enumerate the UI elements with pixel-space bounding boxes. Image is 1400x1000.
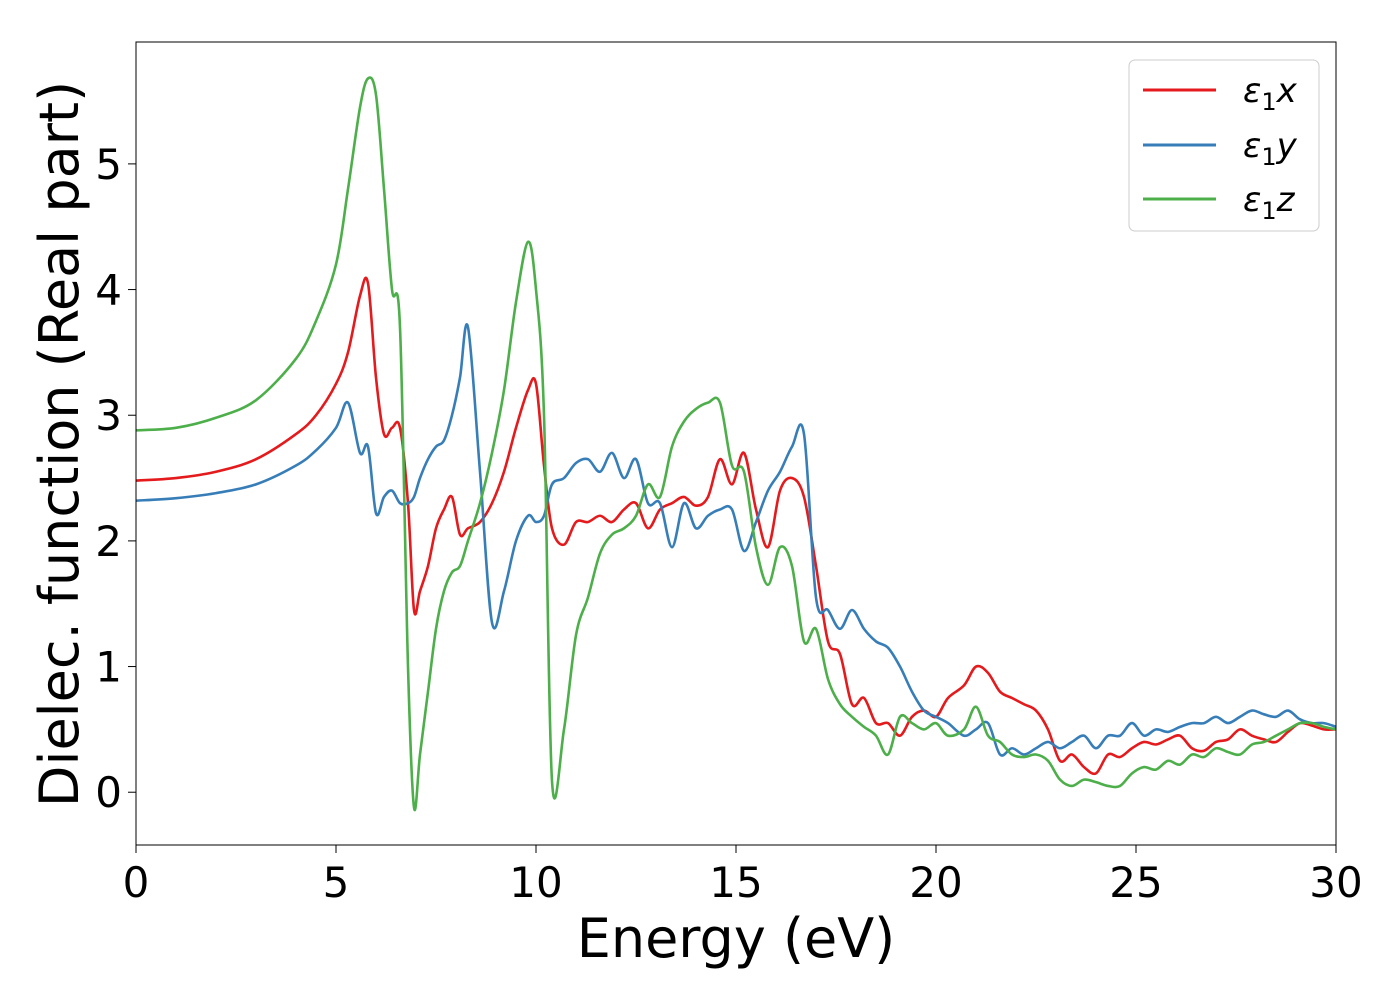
legend: ε1x ε1y ε1z — [1128, 59, 1320, 232]
x-tick-label: 20 — [909, 858, 962, 907]
legend-item-z: ε1z — [1143, 180, 1296, 225]
legend-label-x: ε1x — [1243, 71, 1298, 116]
x-tick-label: 5 — [323, 858, 350, 907]
y-tick-label: 4 — [95, 266, 122, 315]
x-tick-label: 30 — [1309, 858, 1362, 907]
y-tick-label: 5 — [95, 140, 122, 189]
y-tick-label: 2 — [95, 517, 122, 566]
y-axis-label: Dielec. function (Real part) — [28, 81, 91, 807]
x-tick-label: 10 — [509, 858, 562, 907]
legend-item-x: ε1x — [1143, 71, 1298, 116]
x-axis: 0 5 10 15 20 25 30 — [123, 845, 1363, 907]
x-axis-label: Energy (eV) — [577, 907, 896, 970]
y-axis: 0 1 2 3 4 5 — [95, 140, 136, 817]
x-tick-label: 25 — [1109, 858, 1162, 907]
y-tick-label: 0 — [95, 768, 122, 817]
legend-box — [1128, 59, 1320, 232]
legend-label-z: ε1z — [1243, 180, 1296, 225]
series-layer — [135, 76, 1337, 812]
legend-label-y: ε1y — [1243, 126, 1298, 171]
series-line-y — [135, 323, 1337, 757]
x-tick-label: 0 — [123, 858, 150, 907]
y-tick-label: 1 — [95, 643, 122, 692]
y-tick-label: 3 — [95, 391, 122, 440]
series-line-z — [135, 76, 1337, 812]
x-tick-label: 15 — [709, 858, 762, 907]
legend-item-y: ε1y — [1143, 126, 1298, 171]
